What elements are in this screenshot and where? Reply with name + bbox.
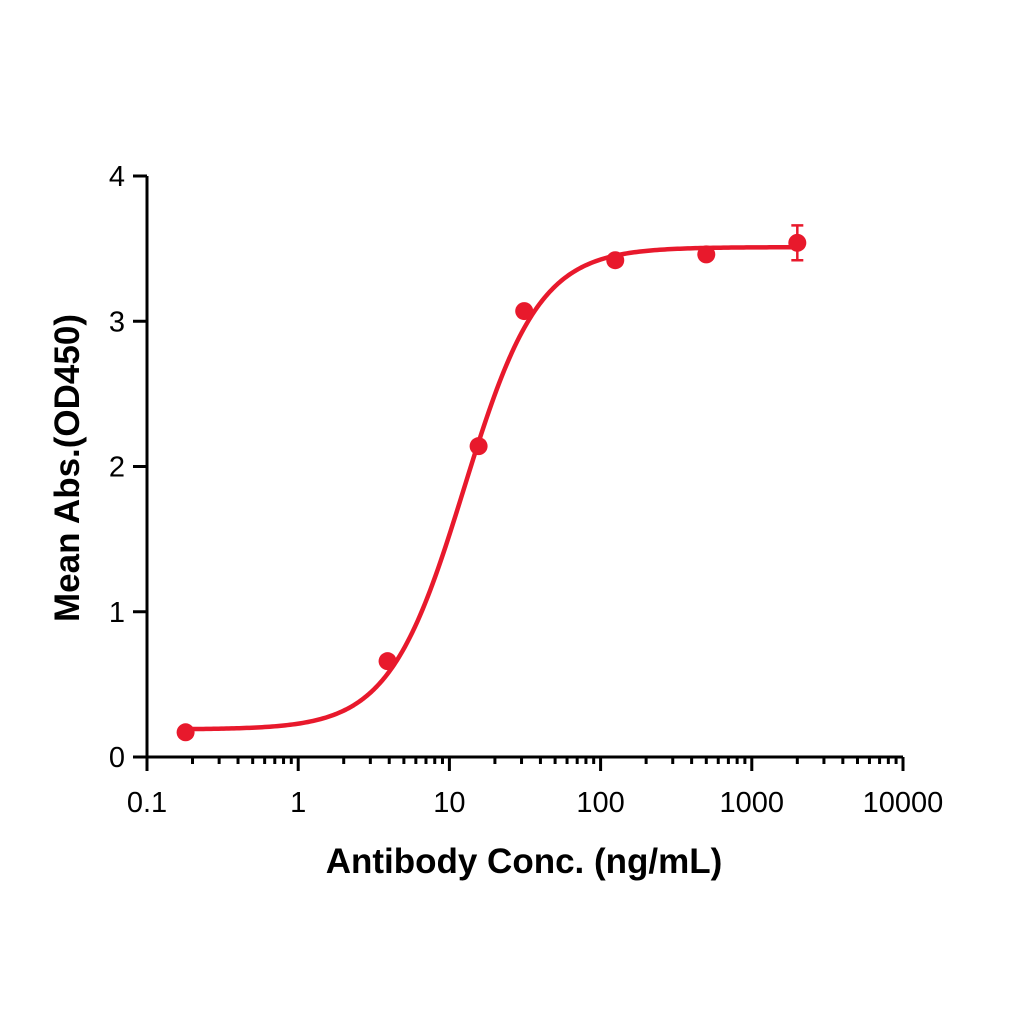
x-tick-label: 0.1 <box>127 787 167 819</box>
data-point <box>515 302 534 321</box>
x-axis-ticks: 0.1 1 10 100 1000 10000 <box>127 757 943 819</box>
x-tick-label: 10000 <box>863 787 944 819</box>
data-point <box>176 723 195 742</box>
y-axis-title: Mean Abs.(OD450) <box>48 314 87 622</box>
fit-curve <box>183 244 800 732</box>
data-point <box>697 245 716 264</box>
y-tick-label: 3 <box>109 306 125 338</box>
x-tick-label: 10 <box>433 787 465 819</box>
axes <box>145 176 903 759</box>
x-tick-label: 100 <box>576 787 624 819</box>
x-axis-title: Antibody Conc. (ng/mL) <box>326 842 723 881</box>
y-tick-label: 0 <box>109 742 125 774</box>
data-point <box>606 251 625 270</box>
series <box>176 224 807 742</box>
data-point <box>469 437 488 456</box>
y-tick-label: 2 <box>109 452 125 484</box>
y-tick-label: 1 <box>109 597 125 629</box>
x-tick-label: 1000 <box>720 787 785 819</box>
x-tick-label: 1 <box>290 787 306 819</box>
data-point <box>378 652 397 671</box>
data-point <box>788 233 807 252</box>
y-tick-label: 4 <box>109 161 125 193</box>
y-axis-ticks: 0 1 2 3 4 <box>109 161 147 774</box>
